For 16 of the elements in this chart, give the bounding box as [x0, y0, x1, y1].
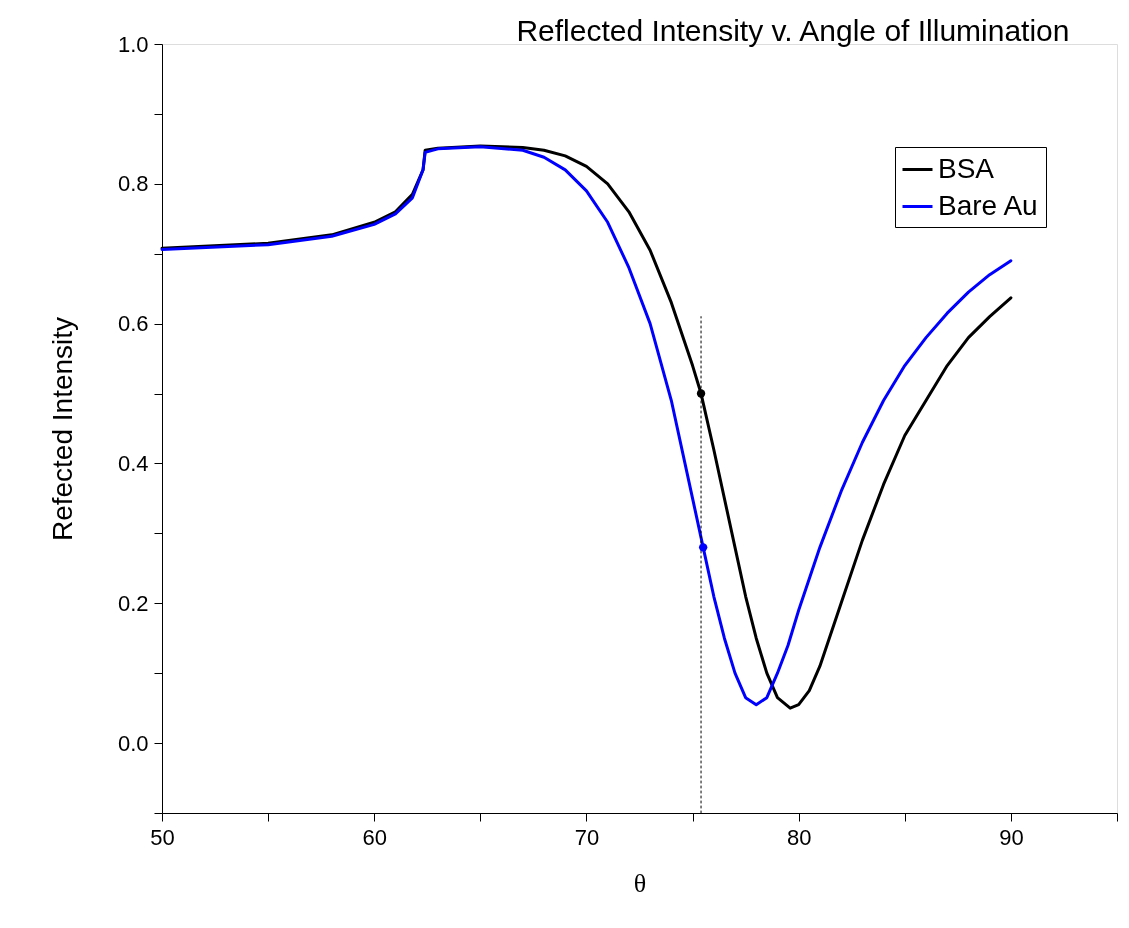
y-tick-label: 0.6	[117, 311, 149, 337]
text: 1.0	[117, 31, 149, 57]
y-tick-label: 0.8	[117, 171, 149, 197]
y-axis-title: Refected Intensity	[46, 316, 78, 542]
legend-label: BSA	[938, 152, 995, 184]
y-tick-label: 0.4	[117, 450, 149, 476]
legend-label: Bare Au	[938, 189, 1038, 221]
text: 0.0	[117, 730, 149, 756]
x-tick-label: 80	[786, 824, 812, 850]
x-axis-title: θ	[633, 868, 647, 898]
x-tick-label: 50	[150, 824, 175, 850]
x-tick-label: 90	[999, 824, 1024, 850]
chart-title: Reflected Intensity v. Angle of Illumination	[516, 14, 1070, 47]
x-tick-label: 70	[574, 824, 600, 850]
x-tick-label: 60	[362, 824, 387, 850]
y-tick-label: 0.2	[117, 590, 149, 616]
